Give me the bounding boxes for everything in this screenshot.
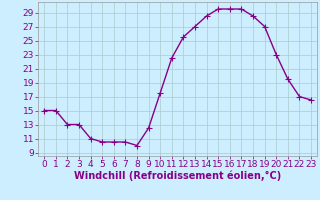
X-axis label: Windchill (Refroidissement éolien,°C): Windchill (Refroidissement éolien,°C) (74, 171, 281, 181)
